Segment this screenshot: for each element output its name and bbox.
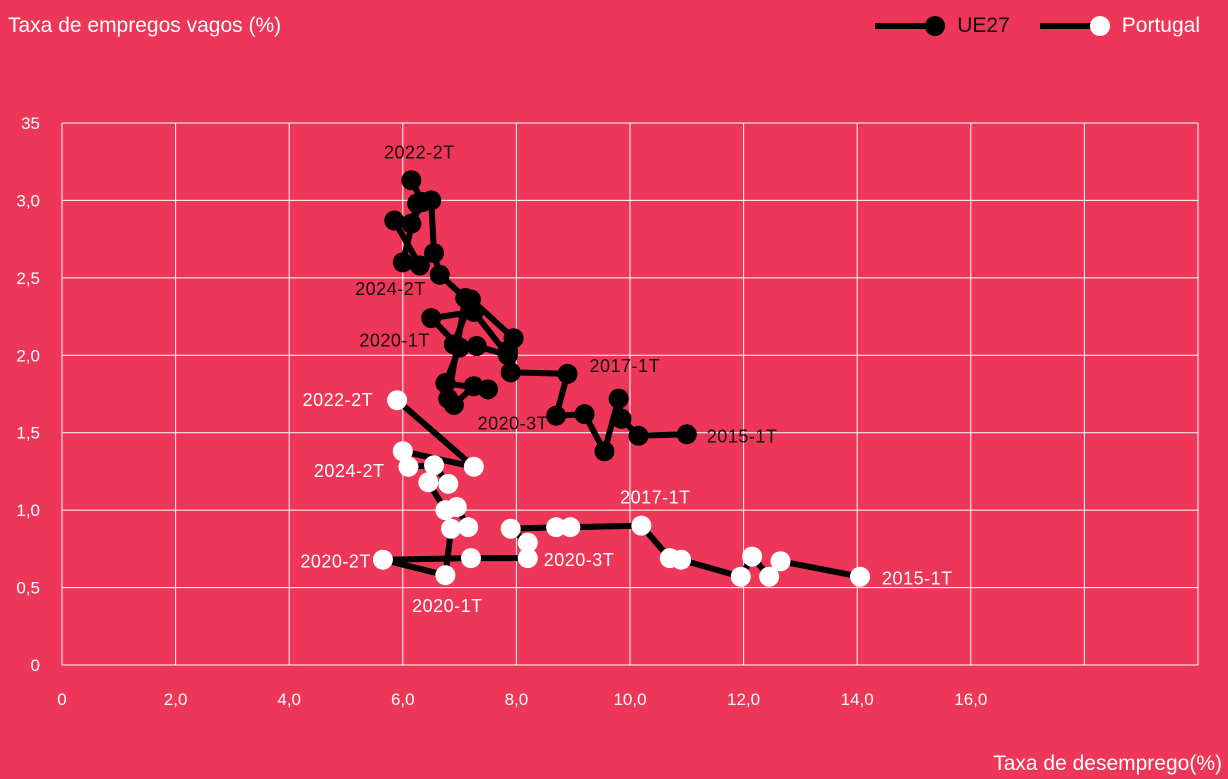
data-point-portugal xyxy=(517,548,538,569)
data-point-ue27 xyxy=(546,405,567,426)
legend-item-ue27: UE27 xyxy=(875,14,1010,38)
legend-item-portugal: Portugal xyxy=(1039,14,1200,38)
y-tick-label: 35 xyxy=(21,114,40,133)
data-point-ue27 xyxy=(497,345,518,366)
x-tick-label: 16,0 xyxy=(954,690,987,709)
annotation-ue27: 2015-1T xyxy=(707,426,778,446)
legend-label-ue27: UE27 xyxy=(957,14,1010,37)
x-axis-title: Taxa de desemprego(%) xyxy=(993,752,1222,775)
legend-swatch-portugal xyxy=(1039,16,1110,36)
data-point-portugal xyxy=(398,456,419,477)
data-point-ue27 xyxy=(392,252,413,273)
annotation-ue27: 2020-1T xyxy=(359,330,430,350)
data-point-portugal xyxy=(460,548,481,569)
data-point-ue27 xyxy=(466,335,487,356)
data-point-ue27 xyxy=(500,362,521,383)
annotation-portugal: 2022-2T xyxy=(303,390,374,410)
data-point-portugal xyxy=(418,472,439,493)
annotation-ue27: 2022-2T xyxy=(384,142,455,162)
data-point-portugal xyxy=(659,548,680,569)
data-point-portugal xyxy=(438,473,459,494)
data-point-portugal xyxy=(435,500,456,521)
data-point-ue27 xyxy=(401,170,422,191)
data-point-ue27 xyxy=(412,191,433,212)
data-point-portugal xyxy=(372,549,393,570)
annotation-ue27: 2020-3T xyxy=(478,414,549,434)
data-point-ue27 xyxy=(455,287,476,308)
series-ue27 xyxy=(384,170,697,462)
data-point-portugal xyxy=(424,455,445,476)
data-point-ue27 xyxy=(574,404,595,425)
annotation-ue27: 2017-1T xyxy=(590,356,661,376)
x-tick-label: 6,0 xyxy=(391,690,415,709)
annotation-portugal: 2020-1T xyxy=(412,596,483,616)
data-point-ue27 xyxy=(557,363,578,384)
x-tick-label: 2,0 xyxy=(164,690,188,709)
legend-swatch-ue27 xyxy=(875,16,946,36)
grid xyxy=(61,122,1199,666)
data-point-ue27 xyxy=(611,408,632,429)
data-point-ue27 xyxy=(594,441,615,462)
annotation-portugal: 2024-2T xyxy=(314,461,385,481)
y-tick-label: 0 xyxy=(31,656,40,675)
x-tick-label: 0 xyxy=(57,690,66,709)
data-point-portugal xyxy=(730,566,751,587)
data-point-portugal xyxy=(500,518,521,539)
data-point-ue27 xyxy=(608,388,629,409)
y-tick-label: 2,5 xyxy=(16,269,40,288)
data-point-portugal xyxy=(517,532,538,553)
data-point-portugal xyxy=(463,456,484,477)
data-point-portugal xyxy=(631,515,652,536)
data-point-portugal xyxy=(770,551,791,572)
annotation-portugal: 2015-1T xyxy=(882,569,953,589)
legend-label-portugal: Portugal xyxy=(1121,14,1200,37)
data-point-ue27 xyxy=(503,328,524,349)
data-point-ue27 xyxy=(384,210,405,231)
data-point-ue27 xyxy=(676,424,697,445)
x-tick-label: 12,0 xyxy=(727,690,760,709)
x-tick-label: 4,0 xyxy=(277,690,301,709)
annotation-portugal: 2020-2T xyxy=(300,552,371,572)
data-point-portugal xyxy=(392,441,413,462)
y-tick-label: 1,5 xyxy=(16,424,40,443)
data-point-portugal xyxy=(387,390,408,411)
y-tick-label: 1,0 xyxy=(16,501,40,520)
data-point-ue27 xyxy=(401,213,422,234)
data-point-ue27 xyxy=(429,264,450,285)
data-point-portugal xyxy=(850,566,871,587)
data-point-portugal xyxy=(435,565,456,586)
data-point-ue27 xyxy=(435,373,456,394)
data-point-ue27 xyxy=(424,243,445,264)
y-tick-label: 0,5 xyxy=(16,579,40,598)
data-point-portugal xyxy=(458,517,479,538)
y-tick-label: 2,0 xyxy=(16,346,40,365)
data-point-ue27 xyxy=(438,388,459,409)
data-point-portugal xyxy=(759,566,780,587)
data-point-portugal xyxy=(441,518,462,539)
y-axis-title: Taxa de empregos vagos (%) xyxy=(8,14,282,37)
series-portugal xyxy=(372,390,871,587)
y-tick-label: 3,0 xyxy=(16,191,40,210)
data-point-ue27 xyxy=(449,337,470,358)
legend: UE27 Portugal xyxy=(875,14,1200,38)
data-point-portugal xyxy=(560,517,581,538)
x-tick-label: 8,0 xyxy=(505,690,529,709)
annotation-ue27: 2024-2T xyxy=(355,279,426,299)
annotation-portugal: 2017-1T xyxy=(620,488,691,508)
x-tick-label: 14,0 xyxy=(841,690,874,709)
data-point-portugal xyxy=(546,517,567,538)
data-point-ue27 xyxy=(628,425,649,446)
data-point-portugal xyxy=(742,546,763,567)
x-tick-label: 10,0 xyxy=(613,690,646,709)
data-point-ue27 xyxy=(463,376,484,397)
annotation-portugal: 2020-3T xyxy=(544,550,615,570)
data-point-ue27 xyxy=(421,308,442,329)
data-point-ue27 xyxy=(409,255,430,276)
